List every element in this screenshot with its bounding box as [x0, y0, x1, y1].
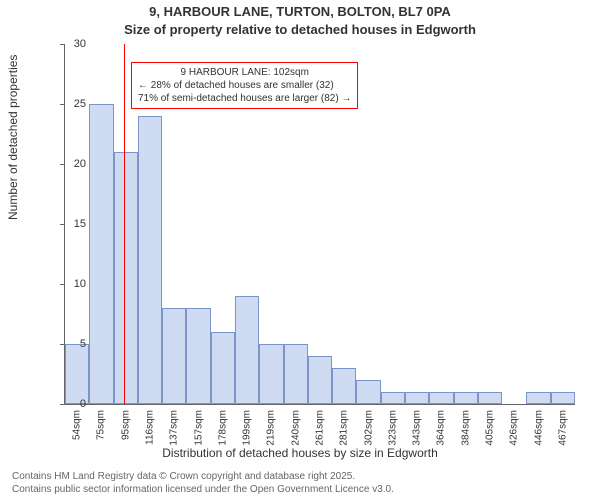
- ytick-label: 20: [56, 158, 86, 170]
- xtick-label: 446sqm: [533, 410, 544, 446]
- histogram-bar: [89, 104, 113, 404]
- ytick-label: 10: [56, 278, 86, 290]
- histogram-bar: [308, 356, 332, 404]
- chart-title-main: 9, HARBOUR LANE, TURTON, BOLTON, BL7 0PA: [0, 4, 600, 19]
- xtick-label: 75sqm: [96, 410, 107, 440]
- ytick-label: 15: [56, 218, 86, 230]
- annotation-line-2: ← 28% of detached houses are smaller (32…: [138, 79, 351, 92]
- xtick-label: 405sqm: [485, 410, 496, 446]
- xtick-label: 199sqm: [242, 410, 253, 446]
- histogram-bar: [356, 380, 380, 404]
- xtick-label: 302sqm: [363, 410, 374, 446]
- histogram-bar: [381, 392, 405, 404]
- xtick-label: 467sqm: [557, 410, 568, 446]
- histogram-bar: [405, 392, 429, 404]
- histogram-bar: [551, 392, 575, 404]
- histogram-bar: [259, 344, 283, 404]
- xtick-label: 54sqm: [72, 410, 83, 440]
- xtick-label: 281sqm: [339, 410, 350, 446]
- ytick-label: 0: [56, 398, 86, 410]
- annotation-line-3: 71% of semi-detached houses are larger (…: [138, 92, 351, 105]
- xtick-label: 178sqm: [217, 410, 228, 446]
- histogram-bar: [186, 308, 210, 404]
- xtick-label: 343sqm: [412, 410, 423, 446]
- xtick-label: 95sqm: [120, 410, 131, 440]
- histogram-bar: [284, 344, 308, 404]
- xtick-label: 219sqm: [266, 410, 277, 446]
- histogram-bar: [138, 116, 162, 404]
- histogram-bar: [478, 392, 502, 404]
- plot-area: 54sqm75sqm95sqm116sqm137sqm157sqm178sqm1…: [64, 44, 575, 405]
- footer-line-1: Contains HM Land Registry data © Crown c…: [12, 470, 394, 483]
- annotation-line-1: 9 HARBOUR LANE: 102sqm: [138, 66, 351, 79]
- footer-attribution: Contains HM Land Registry data © Crown c…: [12, 470, 394, 496]
- x-axis-label: Distribution of detached houses by size …: [0, 446, 600, 460]
- histogram-bar: [429, 392, 453, 404]
- xtick-label: 426sqm: [509, 410, 520, 446]
- xtick-label: 116sqm: [145, 410, 156, 445]
- property-marker-line: [124, 44, 125, 404]
- chart-container: 9, HARBOUR LANE, TURTON, BOLTON, BL7 0PA…: [0, 0, 600, 500]
- histogram-bar: [162, 308, 186, 404]
- histogram-bar: [65, 344, 89, 404]
- xtick-label: 384sqm: [460, 410, 471, 446]
- xtick-label: 364sqm: [436, 410, 447, 446]
- y-axis-label: Number of detached properties: [6, 55, 20, 220]
- histogram-bar: [332, 368, 356, 404]
- xtick-label: 323sqm: [387, 410, 398, 446]
- histogram-bar: [235, 296, 259, 404]
- histogram-bar: [526, 392, 550, 404]
- chart-title-sub: Size of property relative to detached ho…: [0, 22, 600, 37]
- xtick-label: 261sqm: [315, 410, 326, 446]
- ytick-label: 30: [56, 38, 86, 50]
- histogram-bar: [114, 152, 138, 404]
- xtick-label: 240sqm: [290, 410, 301, 446]
- histogram-bar: [454, 392, 478, 404]
- histogram-bar: [211, 332, 235, 404]
- ytick-label: 25: [56, 98, 86, 110]
- xtick-label: 157sqm: [193, 410, 204, 446]
- ytick-label: 5: [56, 338, 86, 350]
- xtick-label: 137sqm: [169, 410, 180, 446]
- annotation-box: 9 HARBOUR LANE: 102sqm← 28% of detached …: [131, 62, 358, 109]
- footer-line-2: Contains public sector information licen…: [12, 483, 394, 496]
